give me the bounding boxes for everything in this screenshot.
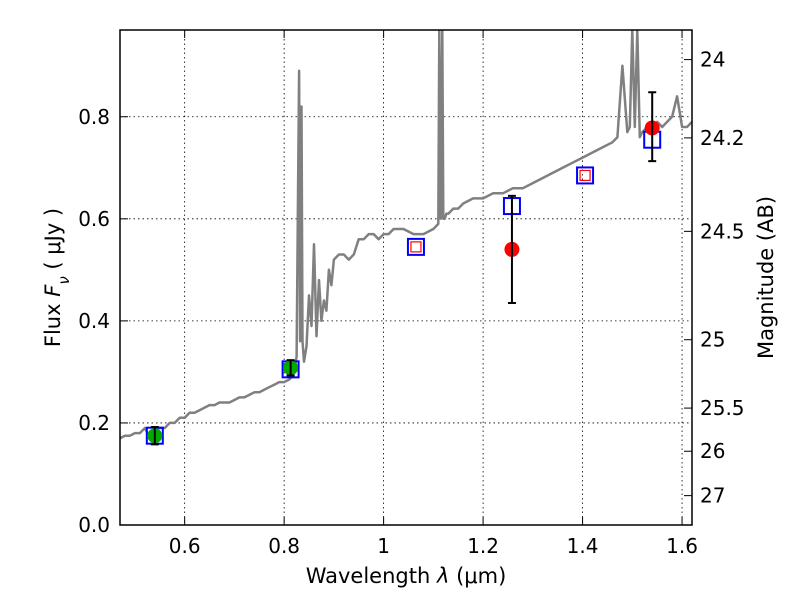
mag-tick-label: 25.5 [700,396,745,420]
y-tick-label: 0.0 [78,513,110,537]
x-tick-label: 0.8 [268,534,300,558]
mag-tick-label: 24 [700,48,725,72]
model-spectrum-line [120,30,692,440]
model-photometry-square [406,237,425,256]
mag-tick-label: 26 [700,439,725,463]
mag-tick-label: 24.5 [700,219,745,243]
mag-tick-label: 25 [700,328,725,352]
model-photometry-square [576,166,595,185]
x-tick-label: 0.6 [169,534,201,558]
x-tick-label: 1.4 [567,534,599,558]
x-tick-label: 1 [377,534,390,558]
mag-tick-label: 24.2 [700,126,745,150]
grid-lines [120,30,692,525]
y-tick-label: 0.6 [78,207,110,231]
y-tick-label: 0.4 [78,309,110,333]
red-marker-square [579,169,591,182]
red-marker-square [410,241,422,253]
mag-tick-label: 27 [700,484,725,508]
right-axis-label: Magnitude (AB) [754,196,778,359]
x-axis-label: Wavelength λ (μm) [306,564,507,588]
x-tick-label: 1.6 [666,534,698,558]
y-tick-label: 0.2 [78,411,110,435]
x-tick-label: 1.2 [467,534,499,558]
y-tick-label: 0.8 [78,105,110,129]
plot-frame [119,29,693,526]
axis-ticks: 0.6 0.8 1 1.2 1.4 1.6 0.0 0.2 0.4 0.6 0.8 24 24.2 24.… [78,30,745,558]
plot-data [120,30,692,446]
y-axis-label: Flux Fν ( μJy ) [41,208,73,347]
